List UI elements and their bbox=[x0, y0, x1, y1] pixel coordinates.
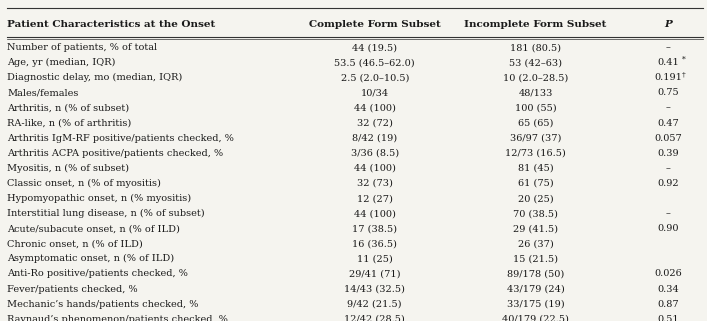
Text: Acute/subacute onset, n (% of ILD): Acute/subacute onset, n (% of ILD) bbox=[7, 224, 180, 233]
Text: 10/34: 10/34 bbox=[361, 88, 389, 98]
Text: Age, yr (median, IQR): Age, yr (median, IQR) bbox=[7, 58, 115, 67]
Text: 17 (38.5): 17 (38.5) bbox=[352, 224, 397, 233]
Text: 2.5 (2.0–10.5): 2.5 (2.0–10.5) bbox=[341, 73, 409, 82]
Text: 0.75: 0.75 bbox=[658, 88, 679, 98]
Text: 0.87: 0.87 bbox=[658, 299, 679, 309]
Text: –: – bbox=[666, 209, 670, 218]
Text: 181 (80.5): 181 (80.5) bbox=[510, 43, 561, 52]
Text: 0.47: 0.47 bbox=[658, 118, 679, 128]
Text: 14/43 (32.5): 14/43 (32.5) bbox=[344, 284, 405, 294]
Text: Arthritis IgM-RF positive/patients checked, %: Arthritis IgM-RF positive/patients check… bbox=[7, 134, 234, 143]
Text: *: * bbox=[682, 56, 686, 64]
Text: Number of patients, % of total: Number of patients, % of total bbox=[7, 43, 157, 52]
Text: 44 (19.5): 44 (19.5) bbox=[352, 43, 397, 52]
Text: Arthritis, n (% of subset): Arthritis, n (% of subset) bbox=[7, 103, 129, 113]
Text: Hypomyopathic onset, n (% myositis): Hypomyopathic onset, n (% myositis) bbox=[7, 194, 191, 203]
Text: Fever/patients checked, %: Fever/patients checked, % bbox=[7, 284, 138, 294]
Text: P: P bbox=[665, 20, 672, 29]
Text: 0.057: 0.057 bbox=[654, 134, 682, 143]
Text: 44 (100): 44 (100) bbox=[354, 103, 396, 113]
Text: 44 (100): 44 (100) bbox=[354, 164, 396, 173]
Text: Classic onset, n (% of myositis): Classic onset, n (% of myositis) bbox=[7, 179, 161, 188]
Text: 100 (55): 100 (55) bbox=[515, 103, 556, 113]
Text: 8/42 (19): 8/42 (19) bbox=[352, 134, 397, 143]
Text: 36/97 (37): 36/97 (37) bbox=[510, 134, 561, 143]
Text: 0.51: 0.51 bbox=[658, 315, 679, 321]
Text: 10 (2.0–28.5): 10 (2.0–28.5) bbox=[503, 73, 568, 82]
Text: 0.026: 0.026 bbox=[654, 269, 682, 279]
Text: 11 (25): 11 (25) bbox=[357, 254, 392, 264]
Text: –: – bbox=[666, 103, 670, 113]
Text: 9/42 (21.5): 9/42 (21.5) bbox=[347, 299, 402, 309]
Text: RA-like, n (% of arthritis): RA-like, n (% of arthritis) bbox=[7, 118, 132, 128]
Text: Incomplete Form Subset: Incomplete Form Subset bbox=[464, 20, 607, 29]
Text: Myositis, n (% of subset): Myositis, n (% of subset) bbox=[7, 164, 129, 173]
Text: 3/36 (8.5): 3/36 (8.5) bbox=[351, 149, 399, 158]
Text: 29/41 (71): 29/41 (71) bbox=[349, 269, 400, 279]
Text: 26 (37): 26 (37) bbox=[518, 239, 554, 248]
Text: Diagnostic delay, mo (median, IQR): Diagnostic delay, mo (median, IQR) bbox=[7, 73, 182, 82]
Text: 32 (73): 32 (73) bbox=[357, 179, 392, 188]
Text: 12/73 (16.5): 12/73 (16.5) bbox=[506, 149, 566, 158]
Text: 0.191: 0.191 bbox=[654, 73, 682, 82]
Text: 48/133: 48/133 bbox=[518, 88, 553, 98]
Text: Complete Form Subset: Complete Form Subset bbox=[309, 20, 440, 29]
Text: 0.39: 0.39 bbox=[658, 149, 679, 158]
Text: Asymptomatic onset, n (% of ILD): Asymptomatic onset, n (% of ILD) bbox=[7, 254, 174, 264]
Text: Chronic onset, n (% of ILD): Chronic onset, n (% of ILD) bbox=[7, 239, 143, 248]
Text: Anti-Ro positive/patients checked, %: Anti-Ro positive/patients checked, % bbox=[7, 269, 188, 279]
Text: Mechanic’s hands/patients checked, %: Mechanic’s hands/patients checked, % bbox=[7, 299, 199, 309]
Text: Males/females: Males/females bbox=[7, 88, 78, 98]
Text: 81 (45): 81 (45) bbox=[518, 164, 554, 173]
Text: 70 (38.5): 70 (38.5) bbox=[513, 209, 558, 218]
Text: 0.34: 0.34 bbox=[658, 284, 679, 294]
Text: 40/179 (22.5): 40/179 (22.5) bbox=[502, 315, 569, 321]
Text: Interstitial lung disease, n (% of subset): Interstitial lung disease, n (% of subse… bbox=[7, 209, 205, 218]
Text: Raynaud’s phenomenon/patients checked, %: Raynaud’s phenomenon/patients checked, % bbox=[7, 315, 228, 321]
Text: Arthritis ACPA positive/patients checked, %: Arthritis ACPA positive/patients checked… bbox=[7, 149, 223, 158]
Text: 0.41: 0.41 bbox=[658, 58, 679, 67]
Text: 43/179 (24): 43/179 (24) bbox=[507, 284, 564, 294]
Text: 0.90: 0.90 bbox=[658, 224, 679, 233]
Text: 20 (25): 20 (25) bbox=[518, 194, 554, 203]
Text: 32 (72): 32 (72) bbox=[357, 118, 392, 128]
Text: 16 (36.5): 16 (36.5) bbox=[352, 239, 397, 248]
Text: 89/178 (50): 89/178 (50) bbox=[507, 269, 564, 279]
Text: 12/42 (28.5): 12/42 (28.5) bbox=[344, 315, 405, 321]
Text: Patient Characteristics at the Onset: Patient Characteristics at the Onset bbox=[7, 20, 216, 29]
Text: 29 (41.5): 29 (41.5) bbox=[513, 224, 558, 233]
Text: 53 (42–63): 53 (42–63) bbox=[509, 58, 562, 67]
Text: 15 (21.5): 15 (21.5) bbox=[513, 254, 558, 264]
Text: †: † bbox=[682, 71, 686, 79]
Text: 0.92: 0.92 bbox=[658, 179, 679, 188]
Text: –: – bbox=[666, 43, 670, 52]
Text: 33/175 (19): 33/175 (19) bbox=[507, 299, 564, 309]
Text: 44 (100): 44 (100) bbox=[354, 209, 396, 218]
Text: 61 (75): 61 (75) bbox=[518, 179, 554, 188]
Text: 12 (27): 12 (27) bbox=[357, 194, 392, 203]
Text: 53.5 (46.5–62.0): 53.5 (46.5–62.0) bbox=[334, 58, 415, 67]
Text: 65 (65): 65 (65) bbox=[518, 118, 554, 128]
Text: –: – bbox=[666, 164, 670, 173]
